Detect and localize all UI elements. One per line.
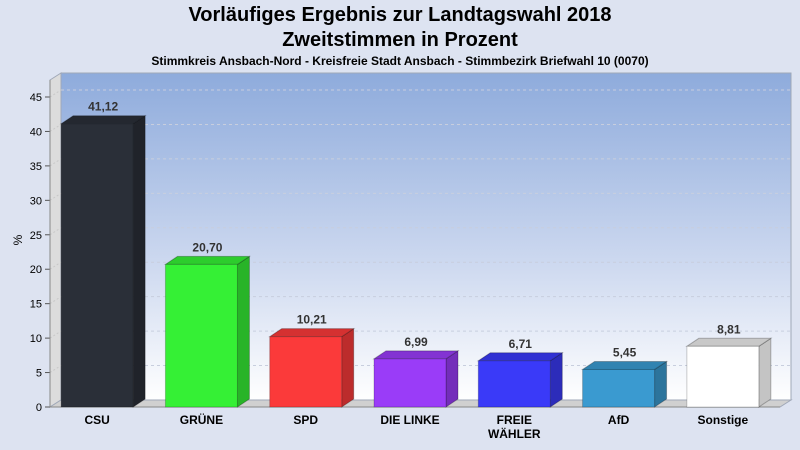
bar	[60, 123, 134, 408]
y-tick-label: 15	[30, 299, 42, 311]
bar	[269, 336, 343, 408]
chart-title: Vorläufiges Ergebnis zur Landtagswahl 20…	[188, 4, 612, 26]
chart-caption: Stimmkreis Ansbach-Nord - Kreisfreie Sta…	[151, 54, 649, 68]
bar-side	[132, 114, 146, 408]
y-tick-label: 5	[36, 368, 42, 380]
bar-top	[476, 352, 564, 362]
x-tick-label: WÄHLER	[488, 426, 541, 441]
data-label: 10,21	[297, 313, 327, 327]
data-label: 41,12	[88, 100, 118, 114]
y-tick-label: 30	[30, 195, 42, 207]
bar-side	[236, 255, 250, 408]
data-label: 6,99	[404, 335, 428, 349]
x-tick-label: GRÜNE	[180, 412, 223, 427]
x-tick-label: DIE LINKE	[380, 413, 439, 427]
bar-side	[341, 327, 355, 408]
bar	[582, 368, 656, 408]
bar	[373, 358, 447, 408]
data-label: 20,70	[192, 240, 222, 254]
y-tick-label: 45	[30, 92, 42, 104]
y-tick-label: 10	[30, 333, 42, 345]
bar-top	[268, 328, 356, 338]
x-tick-label: SPD	[293, 413, 318, 427]
bar-side	[758, 337, 772, 408]
x-tick-label: FREIE	[497, 413, 532, 427]
bar-top	[580, 360, 669, 370]
data-label: 8,81	[717, 322, 741, 336]
y-tick-label: 35	[30, 161, 42, 173]
x-tick-label: Sonstige	[698, 413, 749, 427]
data-label: 5,45	[613, 345, 637, 359]
y-tick-label: 40	[30, 126, 42, 138]
x-tick-label: CSU	[84, 413, 109, 427]
bar-side	[445, 349, 459, 408]
y-tick-label: 20	[30, 264, 42, 276]
bar-top	[372, 350, 460, 360]
y-tick-label: 25	[30, 230, 42, 242]
bar	[164, 263, 238, 408]
left-wall	[49, 72, 62, 408]
y-axis-label: %	[11, 234, 25, 245]
x-tick-label: AfD	[608, 413, 630, 427]
bar-top	[685, 337, 773, 347]
bar-top	[163, 255, 252, 265]
bar-side	[549, 351, 563, 408]
bar-top	[59, 115, 147, 125]
y-tick-label: 0	[36, 402, 42, 414]
data-label: 6,71	[509, 337, 533, 351]
bar	[477, 360, 551, 408]
bar	[686, 345, 760, 408]
chart-subtitle: Zweitstimmen in Prozent	[282, 29, 518, 51]
